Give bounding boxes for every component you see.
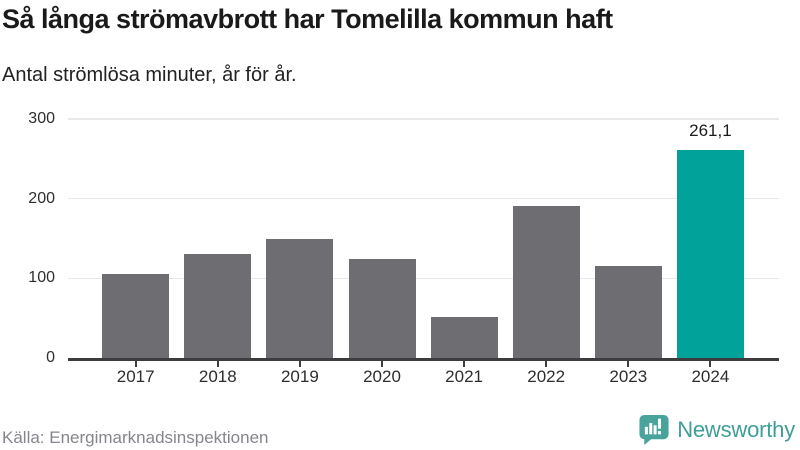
x-axis-line bbox=[68, 358, 779, 361]
bar bbox=[430, 316, 498, 358]
x-axis-label: 2021 bbox=[445, 367, 483, 386]
bar bbox=[102, 274, 170, 358]
x-axis-label: 2019 bbox=[280, 367, 319, 386]
newsworthy-logo[interactable]: Newsworthy bbox=[638, 413, 795, 447]
x-axis-tick bbox=[216, 360, 219, 367]
gridline bbox=[68, 197, 779, 200]
x-axis-tick bbox=[298, 360, 301, 367]
value-label: 261,1 bbox=[689, 120, 732, 140]
y-axis-label: 300 bbox=[28, 110, 55, 127]
x-axis-label: 2020 bbox=[363, 367, 401, 386]
source-text: Källa: Energimarknadsinspektionen bbox=[2, 428, 269, 447]
chart-title: Så långa strömavbrott har Tomelilla komm… bbox=[2, 4, 613, 34]
bar bbox=[266, 238, 334, 358]
chart-subtitle: Antal strömlösa minuter, år för år. bbox=[2, 64, 297, 86]
x-axis-tick bbox=[381, 360, 383, 367]
gridline bbox=[68, 277, 779, 280]
x-axis-tick bbox=[545, 360, 548, 367]
newsworthy-bar-chart-speech-bubble-icon bbox=[639, 414, 669, 446]
bar bbox=[184, 253, 252, 358]
footer: Källa: Energimarknadsinspektionen Newswo… bbox=[0, 410, 800, 450]
bar bbox=[676, 149, 744, 358]
x-axis-label: 2017 bbox=[116, 367, 155, 386]
gridline bbox=[68, 118, 779, 120]
y-axis-label: 100 bbox=[28, 269, 55, 287]
bar bbox=[594, 266, 662, 358]
x-axis-label: 2018 bbox=[198, 367, 237, 386]
x-axis-label: 2024 bbox=[691, 367, 730, 386]
y-axis-label: 0 bbox=[46, 349, 55, 366]
x-axis-tick bbox=[627, 360, 630, 367]
y-axis-label: 200 bbox=[28, 189, 55, 207]
x-axis-tick bbox=[463, 360, 466, 367]
newsworthy-logo-text: Newsworthy bbox=[677, 417, 795, 442]
x-axis-tick bbox=[134, 360, 137, 367]
x-axis-tick bbox=[709, 360, 712, 367]
bar-chart-plot-area: 0 100 200 300 2017 2018 2019 2020 2021 2022 2023 20… bbox=[28, 110, 779, 386]
bar bbox=[348, 259, 416, 358]
x-axis-label: 2022 bbox=[527, 367, 566, 386]
bar bbox=[512, 205, 580, 358]
x-axis-label: 2023 bbox=[609, 367, 648, 386]
